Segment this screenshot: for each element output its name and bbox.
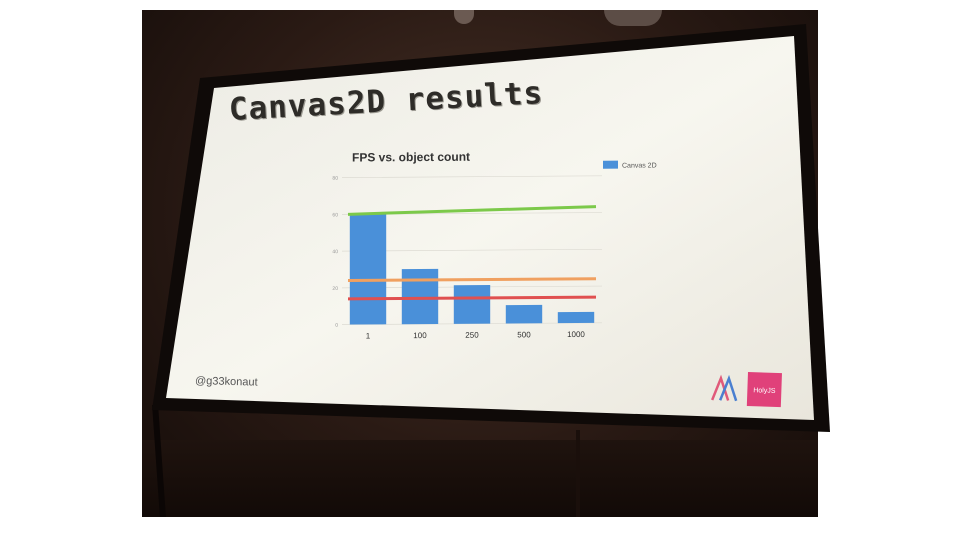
x-tick-label: 100 [413, 331, 427, 340]
legend-swatch [603, 160, 618, 169]
y-tick-label: 20 [332, 286, 338, 292]
slide-surface [166, 36, 814, 420]
x-tick-label: 250 [465, 331, 479, 340]
reference-line [347, 205, 597, 216]
conference-logo-icon [711, 374, 738, 402]
reference-line [348, 295, 596, 301]
room-floor [142, 440, 818, 517]
bar [401, 268, 439, 325]
y-tick-label: 40 [332, 249, 338, 255]
legend-label: Canvas 2D [622, 162, 657, 169]
bar [505, 304, 543, 324]
ceiling-light-fixture [454, 10, 474, 24]
screen-stand-right [576, 430, 580, 517]
bar [557, 311, 595, 324]
chart-title: FPS vs. object count [352, 150, 470, 165]
ceiling-vent-fixture [604, 10, 662, 26]
x-tick-label: 1 [366, 331, 371, 340]
y-tick-label: 0 [335, 323, 338, 329]
y-tick-label: 60 [332, 212, 338, 218]
y-tick-label: 80 [332, 176, 338, 182]
gridline [342, 175, 602, 178]
holyjs-badge-label: HolyJS [753, 387, 776, 395]
twitter-handle: @g33konaut [195, 375, 258, 389]
reference-line [348, 277, 596, 282]
x-tick-label: 1000 [567, 330, 585, 339]
bar [349, 214, 387, 325]
bar [453, 284, 491, 324]
x-tick-label: 500 [517, 330, 531, 339]
holyjs-badge: HolyJS [746, 372, 782, 408]
fps-chart: FPS vs. object count 0 20 40 60 80 1 100 250 500 1… [332, 150, 657, 341]
